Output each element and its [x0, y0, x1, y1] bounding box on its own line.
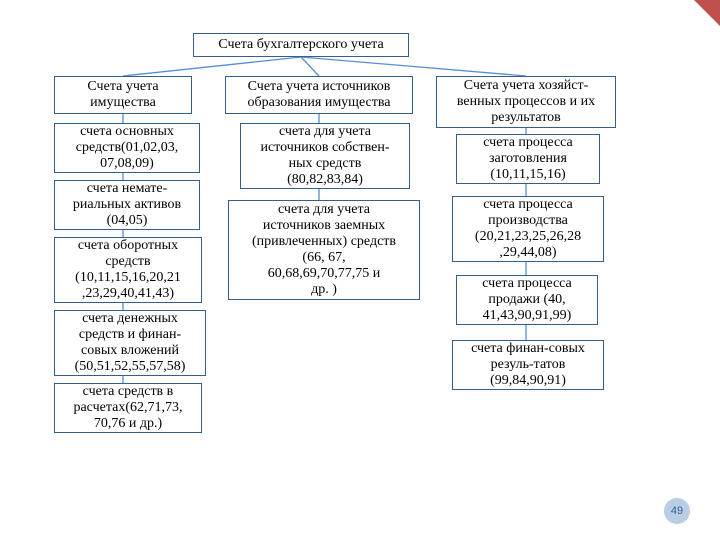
b3-header: Счета учета хозяйст- венных процессов и … — [436, 76, 616, 128]
b2c2-node: счета для учета источников заемных (прив… — [228, 200, 420, 300]
b2c1-node: счета для учета источников собствен- ных… — [240, 123, 410, 189]
page-number-badge: 49 — [664, 498, 690, 524]
b1c5-node: счета средств в расчетах(62,71,73, 70,76… — [54, 383, 202, 433]
b1c4-node: счета денежных средств и финан- совых вл… — [54, 310, 206, 376]
b1-header: Счета учета имущества — [54, 76, 192, 114]
b1c2-node: счета немате- риальных активов (04,05) — [54, 180, 200, 230]
connector-line — [301, 57, 526, 76]
page: 49 Счета бухгалтерского учетаСчета учета… — [0, 0, 720, 540]
connector-line — [123, 57, 301, 76]
page-number-value: 49 — [671, 505, 683, 517]
corner-accent — [694, 0, 720, 26]
b2-header: Счета учета источников образования имуще… — [225, 76, 413, 114]
root-node: Счета бухгалтерского учета — [193, 33, 409, 57]
connector-line — [301, 57, 319, 76]
b3c3-node: счета процесса продажи (40, 41,43,90,91,… — [456, 275, 598, 325]
b1c1-node: счета основных средств(01,02,03, 07,08,0… — [54, 123, 200, 173]
b3c1-node: счета процесса заготовления (10,11,15,16… — [456, 134, 600, 184]
b3c4-node: счета финан-совых резуль-татов (99,84,90… — [452, 340, 604, 390]
b3c2-node: счета процесса производства (20,21,23,25… — [452, 196, 604, 262]
b1c3-node: счета оборотных средств (10,11,15,16,20,… — [54, 237, 202, 303]
